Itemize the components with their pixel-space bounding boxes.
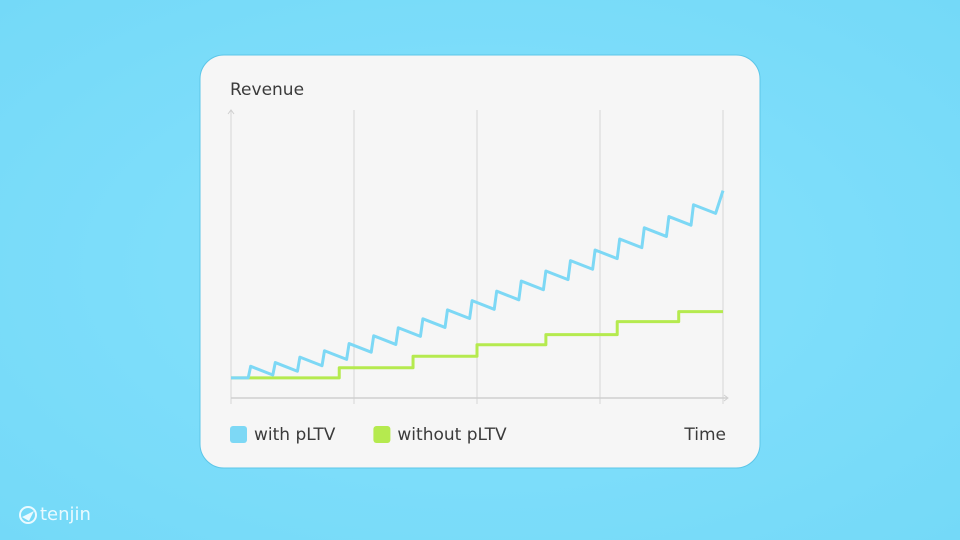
card [199,54,761,469]
brand-name: tenjin [40,504,91,525]
x-axis-arrow [723,394,729,402]
y-axis-label: Revenue [230,80,304,100]
legend-swatch [230,426,247,443]
legend-swatch [373,426,391,443]
y-axis-arrow [227,109,235,115]
legend-label: with pLTV [254,425,336,445]
series-line [231,190,725,380]
series-line [231,310,723,380]
legend-label: without pLTV [397,425,507,445]
x-axis-label: Time [683,425,726,445]
brand-logo [19,506,37,524]
